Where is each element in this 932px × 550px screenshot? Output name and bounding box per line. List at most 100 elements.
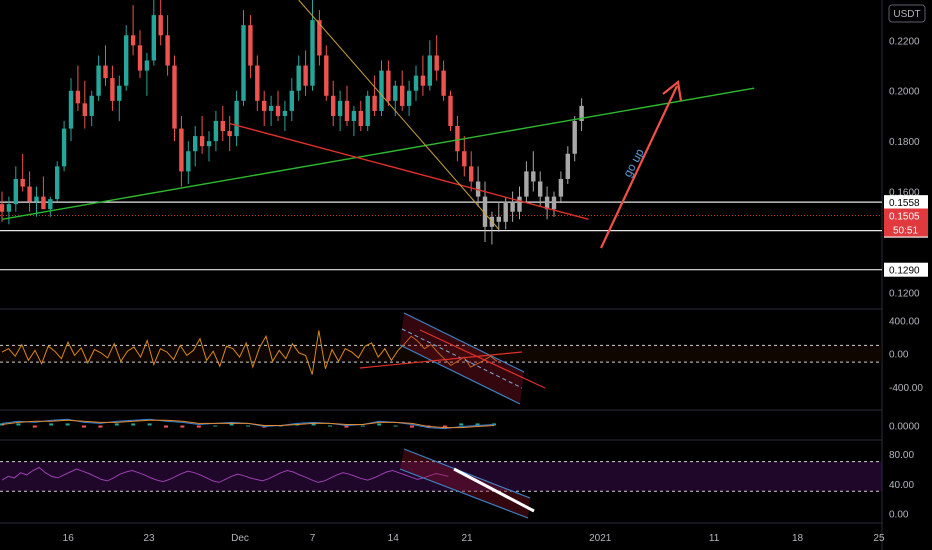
candle-body xyxy=(296,65,301,91)
candle-body xyxy=(41,196,46,210)
candle-body xyxy=(172,65,177,129)
oscillator-2-histogram-bar xyxy=(196,425,201,428)
candle-body xyxy=(462,151,467,167)
oscillator-1-channel-top xyxy=(403,312,525,373)
horizontal-levels xyxy=(0,201,882,271)
candle-body xyxy=(482,196,488,227)
candle-body xyxy=(20,178,25,187)
time-tick-label: 23 xyxy=(143,533,155,544)
price-tick-label: 0.2000 xyxy=(889,87,920,98)
candle-body xyxy=(227,131,232,137)
candle-body xyxy=(517,196,522,212)
candle-body xyxy=(344,100,350,121)
oscillator-2-histogram-bar xyxy=(65,423,70,426)
time-tick-label: 7 xyxy=(310,533,316,544)
candle-body xyxy=(13,178,18,205)
candle-body xyxy=(165,35,170,66)
level-badge xyxy=(884,195,928,210)
candle-body xyxy=(538,181,543,197)
oscillator-2-histogram-bar xyxy=(131,423,136,426)
level-badge-label: 0.1558 xyxy=(889,198,920,209)
candle-body xyxy=(358,110,363,127)
candle-body xyxy=(420,75,426,86)
oscillator-2-tick-label: 0.0000 xyxy=(889,422,920,433)
oscillator-1-band xyxy=(0,345,882,363)
oscillator-1-channel-bottom xyxy=(399,344,521,405)
price-tick-label: 0.1600 xyxy=(889,188,920,199)
candlestick-series xyxy=(0,0,584,245)
oscillator-1-red-line-2 xyxy=(419,329,546,389)
price-tick-label: 0.2200 xyxy=(889,36,920,47)
oscillator-2-histogram-bar xyxy=(82,425,86,428)
oscillator-2-histogram-bar xyxy=(49,423,54,426)
candle-body xyxy=(393,85,398,101)
candle-body xyxy=(448,95,453,127)
candle-body xyxy=(137,45,143,71)
candle-body xyxy=(551,196,557,210)
candle-body xyxy=(475,181,481,197)
time-tick-label: 21 xyxy=(461,533,473,544)
go-up-arrow-shaft xyxy=(600,85,678,249)
candle-body xyxy=(379,70,384,111)
candle-body xyxy=(351,110,357,121)
candle-body xyxy=(434,55,439,71)
oscillator-2-histogram-bar xyxy=(32,425,37,428)
yellow-falling-line xyxy=(298,0,500,230)
candle-body xyxy=(130,35,136,46)
candle-body xyxy=(48,199,53,210)
candle-body xyxy=(282,110,288,116)
candle-body xyxy=(337,100,343,116)
candle-body xyxy=(255,65,260,101)
candle-body xyxy=(579,105,584,121)
oscillator-2-histogram-bar xyxy=(16,423,21,426)
candle-body xyxy=(455,126,460,152)
time-tick-label: 18 xyxy=(792,533,804,544)
time-tick-label: Dec xyxy=(231,533,249,544)
candle-body xyxy=(27,186,32,202)
red-falling-line xyxy=(229,122,589,220)
drawings xyxy=(359,79,683,519)
candle-body xyxy=(103,65,108,79)
oscillator-1-line xyxy=(1,330,498,375)
candle-body xyxy=(82,103,87,116)
time-tick-label: 2021 xyxy=(589,533,612,544)
green-support-line xyxy=(1,87,755,220)
candle-body xyxy=(310,20,315,86)
oscillator-3-tick-label: 80.00 xyxy=(889,450,914,461)
candle-body xyxy=(469,166,474,182)
oscillator-2-histogram-bar xyxy=(229,423,234,426)
oscillator-2-histogram-bar xyxy=(114,423,119,426)
currency-button[interactable]: USDT xyxy=(888,4,926,23)
candle-body xyxy=(427,55,432,86)
candle-body xyxy=(289,90,294,111)
oscillator-2-histogram-bar xyxy=(311,423,316,426)
level-badge-label: 0.1290 xyxy=(889,266,920,277)
oscillator-1-tick-label: -400.00 xyxy=(889,383,923,394)
oscillator-2-histogram-bar xyxy=(328,425,332,427)
oscillator-2-histogram-bar xyxy=(344,425,349,428)
candle-body xyxy=(55,166,60,200)
oscillator-2-histogram-bar xyxy=(213,425,218,427)
price-tick-label: 0.1200 xyxy=(889,288,920,299)
trendlines xyxy=(1,0,755,230)
candle-body xyxy=(0,204,5,212)
candle-body xyxy=(75,90,81,104)
candle-body xyxy=(199,136,205,147)
current-price-badge xyxy=(884,208,928,237)
oscillator-2-histogram-bar xyxy=(393,425,398,427)
oscillator-2-histogram-bar xyxy=(246,425,250,427)
current-price-label: 0.1505 xyxy=(889,212,920,223)
candle-body xyxy=(213,120,219,142)
currency-label: USDT xyxy=(893,9,920,20)
candle-body xyxy=(331,95,336,116)
candle-body xyxy=(510,201,515,212)
candle-body xyxy=(558,178,564,197)
candle-body xyxy=(317,20,322,56)
candle-body xyxy=(386,70,391,101)
oscillator-3-channel-top xyxy=(403,448,531,499)
candle-body xyxy=(503,201,508,222)
oscillator-3-tick-label: 40.00 xyxy=(889,480,914,491)
oscillator-2-histogram-bar xyxy=(442,425,447,428)
